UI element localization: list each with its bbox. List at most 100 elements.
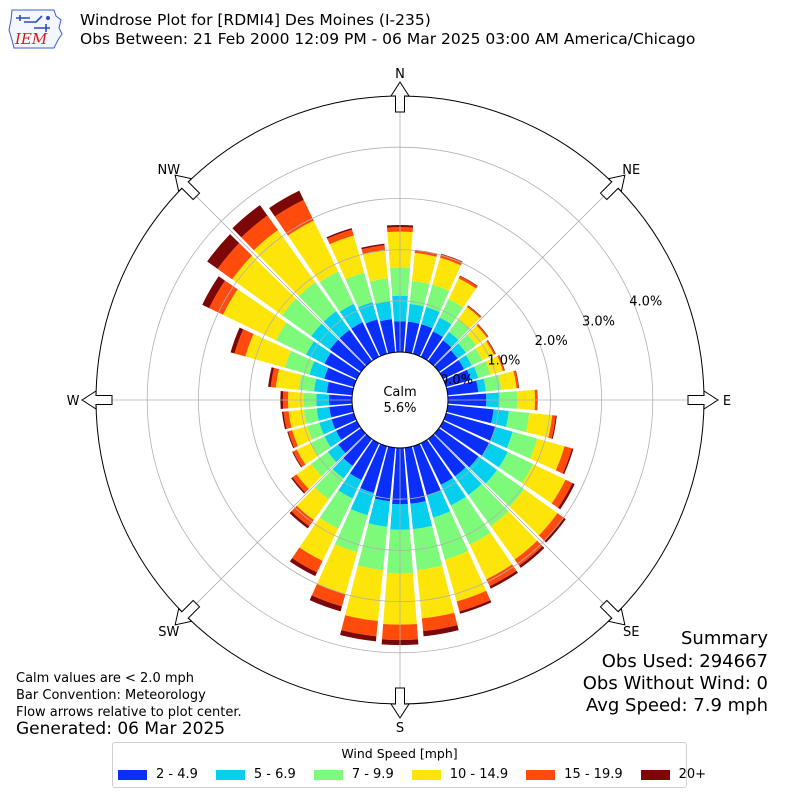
wind-bar-280-bin-5 (268, 367, 275, 388)
wind-bar-280-bin-0 (326, 381, 354, 396)
wind-bar-30-bin-3 (448, 278, 477, 308)
wind-bar-310-bin-1 (311, 323, 339, 350)
wind-bar-30-bin-1 (433, 317, 452, 338)
grid-spoke-45 (433, 184, 616, 367)
wind-bar-170-bin-1 (410, 501, 433, 530)
wind-bar-120-bin-1 (481, 443, 508, 468)
legend-label-5: 20+ (678, 767, 707, 782)
wind-bar-120-bin-2 (498, 451, 534, 484)
wind-bar-170-bin-3 (416, 565, 455, 619)
flow-arrow-225 (174, 599, 201, 626)
wind-bar-100-bin-3 (525, 412, 553, 438)
wind-bar-330-bin-5 (269, 190, 304, 217)
wind-bar-250-bin-1 (319, 419, 336, 435)
wind-bar-10-bin-0 (404, 321, 420, 354)
wind-bar-280-bin-4 (270, 367, 280, 388)
wind-bar-300-bin-2 (276, 322, 314, 355)
legend-label-1: 5 - 6.9 (253, 767, 296, 782)
wind-bar-70-bin-1 (467, 366, 479, 381)
wind-bar-70-bin-5 (498, 355, 505, 371)
wind-bar-50-bin-2 (458, 334, 477, 353)
wind-bar-350-bin-2 (369, 278, 391, 304)
wind-bar-210-bin-5 (289, 558, 318, 577)
wind-bar-240-bin-3 (296, 443, 319, 465)
legend-item-4: 15 - 19.9 (526, 767, 623, 782)
calm-note: Calm values are < 2.0 mph (16, 671, 195, 686)
wind-bar-330-bin-1 (339, 303, 363, 329)
wind-bar-290-bin-3 (245, 333, 291, 368)
wind-bar-190-bin-1 (368, 498, 390, 527)
wind-bar-150-bin-1 (440, 477, 466, 506)
wind-bar-260-bin-0 (329, 404, 354, 418)
wind-bar-230-bin-3 (296, 463, 322, 489)
wind-bar-290-bin-0 (324, 367, 357, 388)
direction-label-W: W (67, 394, 80, 409)
wind-bar-60-bin-2 (465, 348, 483, 366)
wind-bar-170-bin-4 (421, 612, 458, 632)
wind-bar-160-bin-5 (459, 600, 492, 614)
wind-bar-300-bin-0 (324, 352, 361, 380)
wind-bar-80-bin-0 (446, 380, 479, 396)
flow-arrow-180 (390, 687, 410, 719)
wind-bar-190-bin-2 (357, 523, 388, 571)
wind-bar-60-bin-4 (486, 340, 496, 355)
wind-bar-40-bin-4 (466, 305, 482, 319)
calm-label: Calm (383, 385, 416, 400)
summary-obs-without-wind: Obs Without Wind: 0 (582, 673, 768, 694)
direction-label-N: N (395, 67, 405, 82)
speed-legend: Wind Speed [mph] 2 - 4.9 5 - 6.9 7 - 9.9 10… (112, 742, 706, 788)
direction-label-NW: NW (157, 163, 180, 178)
wind-bar-50-bin-5 (477, 323, 489, 337)
grid-spoke-135 (433, 433, 616, 616)
summary-avg-speed: Avg Speed: 7.9 mph (586, 695, 768, 716)
flow-arrow-315 (174, 174, 201, 201)
wind-bar-230-bin-1 (327, 444, 346, 463)
wind-bar-130-bin-5 (544, 517, 566, 543)
legend-item-0: 2 - 4.9 (118, 767, 198, 782)
wind-bar-50-bin-1 (450, 343, 467, 359)
legend-label-3: 10 - 14.9 (449, 767, 509, 782)
wind-bar-230-bin-0 (338, 428, 366, 454)
wind-bar-340-bin-1 (358, 302, 378, 324)
wind-bar-230-bin-5 (291, 477, 306, 494)
wind-bar-350-bin-0 (379, 319, 396, 354)
wind-bar-20-bin-3 (432, 257, 461, 291)
legend-swatch-0 (118, 769, 147, 780)
wind-bar-250-bin-0 (331, 412, 357, 430)
wind-bar-210-bin-4 (292, 547, 323, 573)
wind-bar-40-bin-0 (428, 340, 452, 366)
wind-bar-240-bin-1 (324, 430, 342, 448)
legend-swatch-1 (215, 769, 245, 780)
wind-bar-200-bin-5 (309, 595, 342, 612)
flow-arrow-135 (599, 599, 626, 626)
wind-bar-320-bin-1 (323, 311, 350, 339)
flow-arrow-45 (599, 174, 626, 201)
chart-title: Windrose Plot for [RDMI4] Des Moines (I-… (80, 11, 431, 29)
flow-arrow-90 (687, 390, 719, 410)
wind-bar-230-bin-2 (311, 451, 337, 477)
legend-item-5: 20+ (640, 767, 707, 782)
wind-bar-170-bin-0 (404, 446, 426, 504)
wind-bar-190-bin-0 (374, 446, 396, 502)
wind-bar-260-bin-5 (281, 411, 287, 430)
wind-bar-150-bin-2 (450, 496, 491, 545)
wind-bar-120-bin-3 (522, 464, 566, 504)
wind-bar-230-bin-4 (292, 474, 309, 493)
wind-bar-80-bin-3 (498, 371, 517, 390)
grid-spoke-225 (184, 433, 367, 616)
wind-bar-140-bin-0 (428, 434, 466, 477)
legend-item-3: 10 - 14.9 (411, 767, 509, 782)
wind-bar-210-bin-0 (349, 439, 380, 481)
wind-bar-110-bin-1 (490, 426, 513, 449)
wind-bar-130-bin-0 (434, 428, 479, 468)
wind-bar-250-bin-5 (287, 431, 295, 449)
wind-bar-260-bin-1 (316, 407, 332, 421)
legend-label-2: 7 - 9.9 (351, 767, 394, 782)
wind-bar-320-bin-2 (298, 282, 337, 322)
wind-bar-10-bin-4 (414, 250, 438, 257)
direction-label-NE: NE (622, 163, 640, 178)
wind-bar-240-bin-0 (335, 420, 361, 441)
wind-bar-160-bin-3 (444, 551, 487, 602)
wind-bar-250-bin-3 (292, 426, 312, 447)
wind-bar-280-bin-1 (314, 378, 329, 393)
